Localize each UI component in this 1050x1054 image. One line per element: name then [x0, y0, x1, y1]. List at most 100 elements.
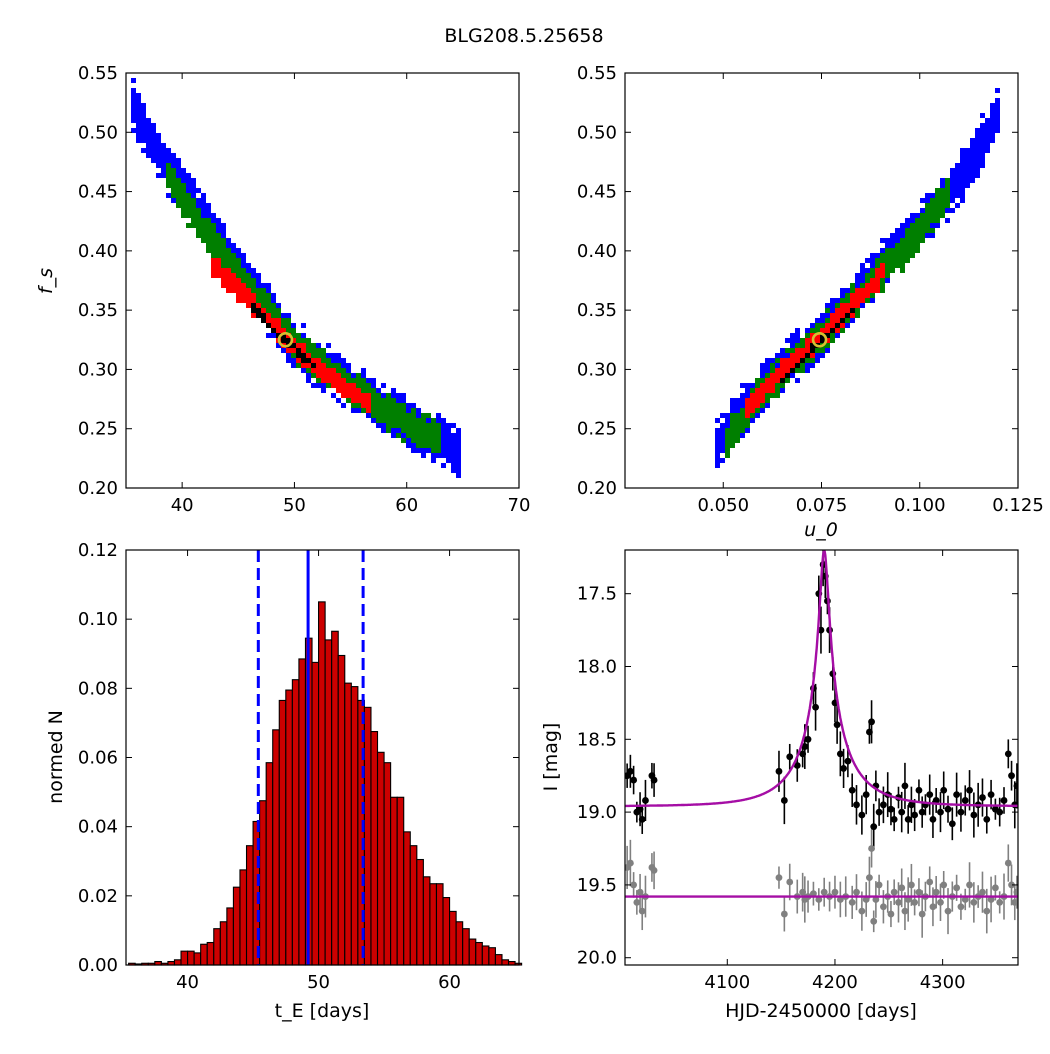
region-cell: [915, 248, 920, 253]
region-cell: [306, 378, 311, 383]
region-cell: [176, 158, 181, 163]
region-cell: [745, 413, 750, 418]
region-cell: [281, 313, 286, 318]
region-cell: [411, 438, 416, 443]
region-cell: [161, 143, 166, 148]
data-point: [642, 797, 649, 804]
y-tick-label: 0.10: [78, 609, 118, 630]
region-cell: [780, 363, 785, 368]
region-cell: [985, 118, 990, 123]
region-cell: [176, 198, 181, 203]
region-cell: [960, 188, 965, 193]
region-cell: [291, 358, 296, 363]
region-cell: [241, 268, 246, 273]
region-cell: [391, 413, 396, 418]
y-tick-label: 0.25: [577, 419, 617, 440]
region-cell: [830, 318, 835, 323]
region-cell: [391, 393, 396, 398]
region-cell: [191, 208, 196, 213]
region-cell: [800, 343, 805, 348]
region-cell: [346, 393, 351, 398]
region-cell: [975, 153, 980, 158]
region-cell: [396, 433, 401, 438]
region-cell: [271, 308, 276, 313]
region-cell: [760, 408, 765, 413]
region-cell: [306, 353, 311, 358]
region-cell: [406, 408, 411, 413]
region-cell: [301, 363, 306, 368]
y-tick-label: 0.30: [577, 359, 617, 380]
region-cell: [166, 168, 171, 173]
region-cell: [186, 208, 191, 213]
region-cell: [760, 398, 765, 403]
region-cell: [900, 243, 905, 248]
region-cell: [930, 213, 935, 218]
data-point: [918, 808, 926, 816]
y-axis-label: I [mag]: [540, 723, 562, 792]
region-cell: [960, 163, 965, 168]
region-cell: [805, 328, 810, 333]
region-cell: [131, 98, 136, 103]
region-cell: [146, 123, 151, 128]
data-point: [820, 888, 828, 896]
region-cell: [211, 253, 216, 258]
region-cell: [311, 358, 316, 363]
region-cell: [161, 158, 166, 163]
region-cell: [950, 173, 955, 178]
x-tick-label: 70: [508, 495, 531, 516]
region-cell: [850, 303, 855, 308]
data-point: [953, 791, 961, 799]
histogram-bar: [442, 897, 451, 966]
region-cell: [810, 343, 815, 348]
region-cell: [416, 443, 421, 448]
region-cell: [291, 323, 296, 328]
region-cell: [850, 318, 855, 323]
region-cell: [825, 338, 830, 343]
region-cell: [236, 278, 241, 283]
region-cell: [441, 443, 446, 448]
region-cell: [730, 418, 735, 423]
region-cell: [985, 138, 990, 143]
region-cell: [171, 158, 176, 163]
y-tick-label: 0.40: [577, 241, 617, 262]
x-tick-label: 4100: [704, 972, 750, 993]
region-cell: [236, 288, 241, 293]
region-cell: [970, 163, 975, 168]
region-cell: [341, 358, 346, 363]
region-cell: [321, 388, 326, 393]
region-cell: [805, 338, 810, 343]
region-cell: [371, 393, 376, 398]
region-cell: [830, 328, 835, 333]
region-cell: [181, 203, 186, 208]
region-cell: [396, 398, 401, 403]
region-cell: [386, 393, 391, 398]
region-cell: [321, 378, 326, 383]
region-cell: [446, 458, 451, 463]
region-cell: [875, 278, 880, 283]
region-cell: [725, 438, 730, 443]
histogram-bar: [403, 831, 411, 966]
region-cell: [181, 168, 186, 173]
region-cell: [920, 218, 925, 223]
region-cell: [456, 428, 461, 433]
region-cell: [995, 98, 1000, 103]
region-cell: [835, 318, 840, 323]
region-cell: [351, 393, 356, 398]
region-cell: [236, 283, 241, 288]
data-point: [937, 898, 944, 906]
region-cell: [211, 223, 216, 228]
region-cell: [965, 148, 970, 153]
region-cell: [975, 168, 980, 173]
region-cell: [760, 378, 765, 383]
region-cell: [960, 193, 965, 198]
region-cell: [161, 168, 166, 173]
data-point: [966, 881, 973, 889]
region-cell: [381, 383, 386, 388]
data-point: [887, 805, 895, 813]
region-cell: [885, 278, 890, 283]
region-cell: [171, 168, 176, 173]
histogram-bar: [409, 845, 418, 966]
region-cell: [940, 198, 945, 203]
data-point: [630, 881, 638, 889]
region-cell: [251, 268, 256, 273]
